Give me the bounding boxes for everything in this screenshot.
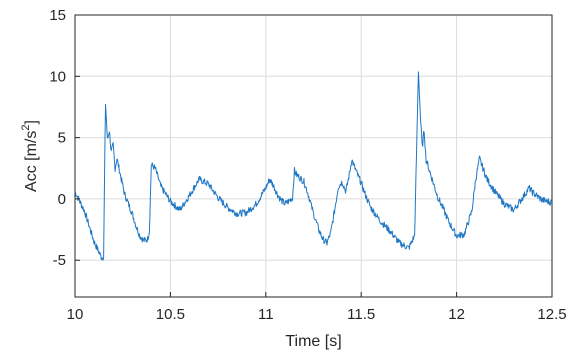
grid [74, 14, 553, 297]
x-tick-label: 10 [67, 306, 84, 323]
y-tick-label: 10 [49, 68, 66, 85]
y-tick-label: 0 [58, 191, 66, 208]
y-axis-label-end: ] [23, 120, 40, 124]
plot-frame [74, 14, 553, 298]
y-axis-label-superscript: 2 [20, 124, 32, 130]
series-line [74, 71, 553, 261]
x-tick-label: 12 [448, 306, 465, 323]
x-axis: 10 10.5 11 11.5 12 12.5 [67, 292, 567, 323]
x-tick-label: 11.5 [347, 306, 375, 323]
series-layer [74, 71, 553, 261]
x-axis-label: Time [s] [285, 333, 341, 350]
y-tick-label: -5 [53, 252, 66, 269]
y-axis: -5 0 5 10 15 [49, 7, 80, 269]
x-tick-label: 10.5 [156, 306, 185, 323]
y-tick-label: 5 [58, 130, 66, 147]
y-axis-label: Acc [m/s2] [20, 120, 40, 192]
y-tick-label: 15 [49, 7, 66, 24]
x-tick-label: 12.5 [537, 306, 566, 323]
x-tick-label: 11 [258, 306, 274, 323]
y-axis-label-main: Acc [m/s [23, 131, 40, 192]
